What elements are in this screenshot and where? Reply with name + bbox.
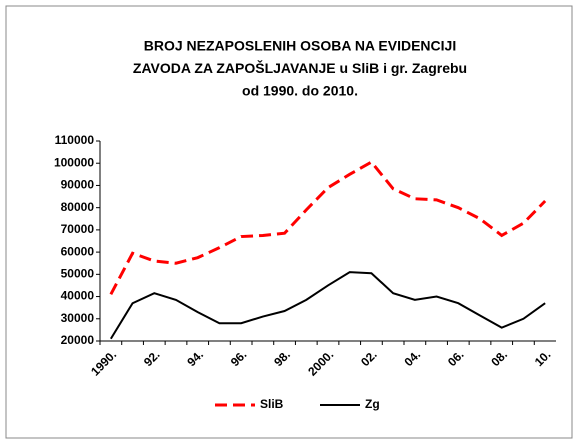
y-tick-label: 110000	[55, 133, 95, 147]
chart-title: BROJ NEZAPOSLENIH OSOBA NA EVIDENCIJI	[144, 38, 456, 54]
y-tick-label: 70000	[61, 222, 95, 236]
line-series	[110, 271, 546, 340]
y-tick-label: 20000	[61, 333, 95, 347]
line-series	[109, 160, 547, 296]
y-tick-label: 100000	[54, 155, 94, 169]
y-tick-label: 60000	[61, 244, 95, 258]
y-tick-label: 90000	[61, 178, 95, 192]
y-tick-label: 50000	[61, 267, 95, 281]
y-tick-label: 80000	[61, 200, 95, 214]
legend-label: SliB	[260, 397, 284, 411]
chart-title: ZAVODA ZA ZAPOŠLJAVANJE u SliB i gr. Zag…	[133, 59, 467, 76]
legend-label: Zg	[365, 397, 380, 411]
y-tick-label: 40000	[61, 289, 95, 303]
y-tick-label: 30000	[61, 311, 95, 325]
chart-title: od 1990. do 2010.	[242, 83, 358, 99]
